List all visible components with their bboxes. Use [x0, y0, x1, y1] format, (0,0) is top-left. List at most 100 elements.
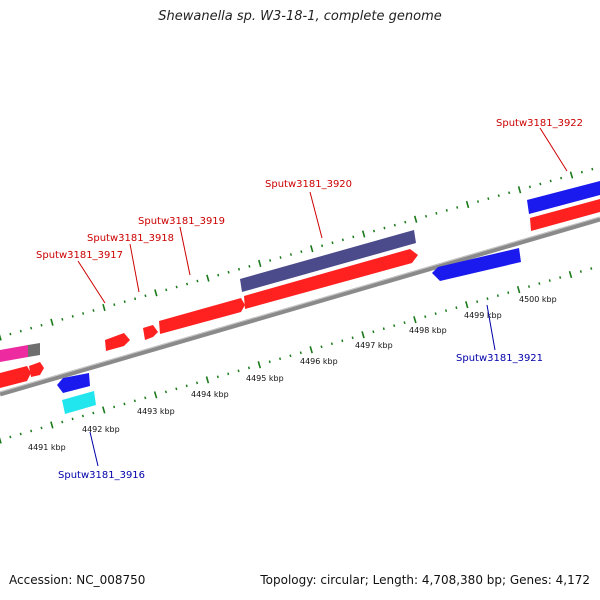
minor-tick — [237, 369, 240, 373]
gene-label[interactable]: Sputw3181_3920 — [265, 179, 352, 190]
major-tick — [361, 230, 366, 238]
minor-tick — [579, 270, 582, 273]
minor-tick — [248, 265, 251, 268]
minor-tick — [580, 170, 583, 174]
gene-label[interactable]: Sputw3181_3918 — [87, 233, 174, 244]
minor-tick — [528, 185, 532, 189]
gene-feature-sputw3181-3921[interactable] — [432, 248, 521, 281]
gene-feature-sputw3181-3918[interactable] — [143, 325, 158, 340]
major-tick — [361, 331, 365, 339]
gene-feature-sputw3181-3920-highlight[interactable] — [240, 230, 416, 292]
minor-tick — [40, 426, 43, 430]
minor-tick — [19, 329, 22, 333]
minor-tick — [92, 309, 95, 312]
leader-sputw3181-3919 — [179, 226, 191, 276]
minor-tick — [175, 387, 178, 391]
gene-feature-sputw3181-3916-blue[interactable] — [57, 373, 90, 393]
major-tick — [206, 274, 210, 282]
tick-label: 4498 kbp — [409, 326, 447, 335]
gene-feature-sputw3181-3920[interactable] — [244, 249, 418, 309]
minor-tick — [548, 279, 551, 282]
tick-label: 4495 kbp — [246, 374, 284, 383]
minor-tick — [71, 314, 74, 318]
gene-feature-sputw3181-3917[interactable] — [105, 333, 130, 351]
tick-label: 4500 kbp — [519, 295, 557, 304]
major-tick — [102, 406, 106, 414]
minor-tick — [217, 273, 220, 277]
gene-feature-gray[interactable] — [28, 343, 40, 357]
leader-sputw3181-3921 — [486, 304, 496, 351]
major-tick — [310, 245, 314, 253]
minor-tick — [321, 244, 324, 248]
gene-feature-red-small[interactable] — [29, 362, 44, 377]
label-leaders — [77, 127, 568, 467]
minor-tick — [30, 326, 33, 330]
minor-tick — [278, 357, 282, 361]
tick-label: 4499 kbp — [464, 311, 502, 320]
minor-tick — [434, 312, 437, 316]
minor-tick — [19, 432, 22, 436]
minor-tick — [269, 259, 272, 262]
gene-feature-sputw3181-3916-cyan[interactable] — [62, 391, 96, 414]
major-tick — [465, 200, 470, 209]
minor-tick — [82, 312, 85, 315]
minor-tick — [300, 250, 303, 254]
minor-tick — [81, 414, 85, 418]
leader-sputw3181-3922 — [539, 127, 568, 172]
major-tick — [0, 437, 2, 444]
minor-tick — [330, 342, 334, 346]
minor-tick — [496, 294, 499, 297]
minor-tick — [9, 332, 12, 336]
minor-tick — [435, 212, 438, 215]
minor-tick — [351, 336, 354, 340]
minor-tick — [372, 330, 375, 334]
minor-tick — [164, 390, 168, 394]
tick-label: 4497 kbp — [355, 341, 393, 350]
minor-tick — [508, 191, 511, 195]
gene-label[interactable]: Sputw3181_3919 — [138, 216, 225, 227]
minor-tick — [497, 194, 500, 198]
major-tick — [413, 215, 418, 223]
minor-tick — [456, 206, 459, 209]
leader-sputw3181-3917 — [77, 260, 106, 304]
minor-tick — [113, 303, 116, 306]
minor-tick — [341, 238, 344, 242]
major-tick — [516, 285, 521, 294]
leader-sputw3181-3916 — [89, 431, 99, 467]
minor-tick — [444, 309, 448, 313]
minor-tick — [216, 375, 219, 379]
major-tick — [465, 301, 469, 309]
minor-tick — [455, 306, 458, 309]
topology-text: Topology: circular; Length: 4,708,380 bp… — [260, 573, 590, 587]
minor-tick — [227, 270, 230, 274]
major-tick — [205, 376, 210, 384]
minor-tick — [559, 276, 562, 279]
minor-tick — [591, 167, 594, 171]
minor-tick — [445, 209, 448, 212]
tick-label: 4494 kbp — [191, 390, 229, 399]
minor-tick — [30, 429, 33, 433]
gene-feature-sputw3181-3922-blue[interactable] — [527, 181, 600, 214]
minor-tick — [134, 297, 137, 301]
gene-labels: Sputw3181_3917 Sputw3181_3918 Sputw3181_… — [36, 118, 583, 481]
minor-tick — [71, 417, 74, 421]
gene-label[interactable]: Sputw3181_3916 — [58, 470, 145, 481]
minor-tick — [268, 360, 271, 364]
gene-feature-magenta[interactable] — [0, 345, 28, 362]
minor-tick — [133, 399, 136, 403]
gene-feature-sputw3181-3919[interactable] — [159, 298, 245, 334]
major-tick — [569, 171, 574, 179]
minor-tick — [61, 420, 64, 424]
gene-label[interactable]: Sputw3181_3922 — [496, 118, 583, 129]
gene-label[interactable]: Sputw3181_3921 — [456, 353, 543, 364]
minor-tick — [476, 200, 480, 203]
gene-label[interactable]: Sputw3181_3917 — [36, 250, 123, 261]
minor-tick — [123, 402, 126, 406]
gene-feature-sputw3181-3922-red[interactable] — [530, 199, 600, 231]
gene-feature-red-edge[interactable] — [0, 366, 31, 388]
leader-sputw3181-3918 — [129, 243, 140, 293]
minor-tick — [383, 226, 386, 230]
minor-tick — [165, 288, 168, 292]
minor-tick — [144, 294, 147, 298]
